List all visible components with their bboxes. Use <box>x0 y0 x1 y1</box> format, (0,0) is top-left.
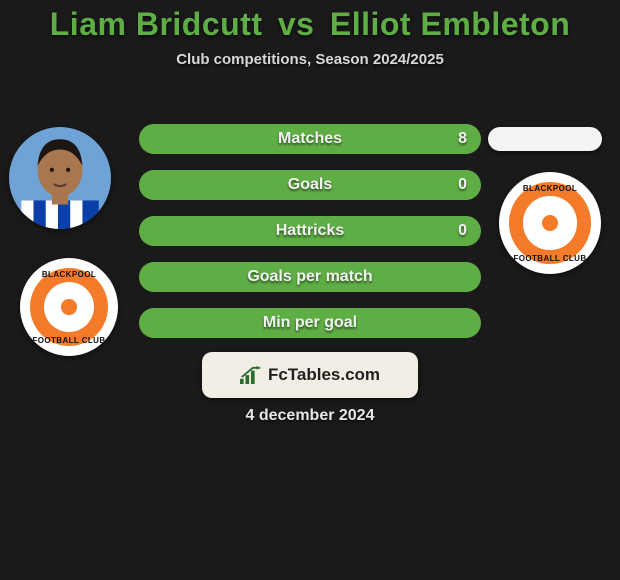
player-2-avatar-placeholder <box>488 127 602 151</box>
credit-badge: FcTables.com <box>202 352 418 398</box>
stat-label: Goals <box>139 170 481 200</box>
crest-label-top: BLACKPOOL <box>499 184 601 193</box>
stat-value-right: 0 <box>458 170 467 200</box>
stat-row: Hattricks0 <box>139 216 481 246</box>
crest-label-top: BLACKPOOL <box>20 270 118 279</box>
vs-label: vs <box>278 6 315 42</box>
stat-row: Min per goal <box>139 308 481 338</box>
crest-label-bottom: FOOTBALL CLUB <box>20 336 118 345</box>
stat-label: Goals per match <box>139 262 481 292</box>
crest-label-bottom: FOOTBALL CLUB <box>499 254 601 263</box>
stat-label: Min per goal <box>139 308 481 338</box>
player-1-avatar <box>9 127 111 229</box>
credit-text: FcTables.com <box>268 365 380 385</box>
stat-row: Goals0 <box>139 170 481 200</box>
subtitle: Club competitions, Season 2024/2025 <box>0 51 620 68</box>
stat-value-right: 8 <box>458 124 467 154</box>
comparison-card: Liam Bridcutt vs Elliot Embleton Club co… <box>0 0 620 580</box>
stat-row: Matches8 <box>139 124 481 154</box>
stat-row: Goals per match <box>139 262 481 292</box>
stat-label: Matches <box>139 124 481 154</box>
stat-value-right: 0 <box>458 216 467 246</box>
crest-icon: BLACKPOOL FOOTBALL CLUB <box>20 258 118 356</box>
page-title: Liam Bridcutt vs Elliot Embleton <box>0 6 620 43</box>
crest-icon: BLACKPOOL FOOTBALL CLUB <box>499 172 601 274</box>
date-label: 4 december 2024 <box>0 407 620 425</box>
player-2-club-crest: BLACKPOOL FOOTBALL CLUB <box>499 172 601 274</box>
avatar-icon <box>9 127 111 229</box>
player-1-name: Liam Bridcutt <box>50 6 263 42</box>
stat-label: Hattricks <box>139 216 481 246</box>
stats-bars: Matches8Goals0Hattricks0Goals per matchM… <box>139 124 481 354</box>
player-2-name: Elliot Embleton <box>330 6 570 42</box>
player-1-club-crest: BLACKPOOL FOOTBALL CLUB <box>20 258 118 356</box>
crest-core-icon <box>61 299 77 315</box>
fctables-icon <box>240 366 262 384</box>
crest-core-icon <box>542 215 558 231</box>
